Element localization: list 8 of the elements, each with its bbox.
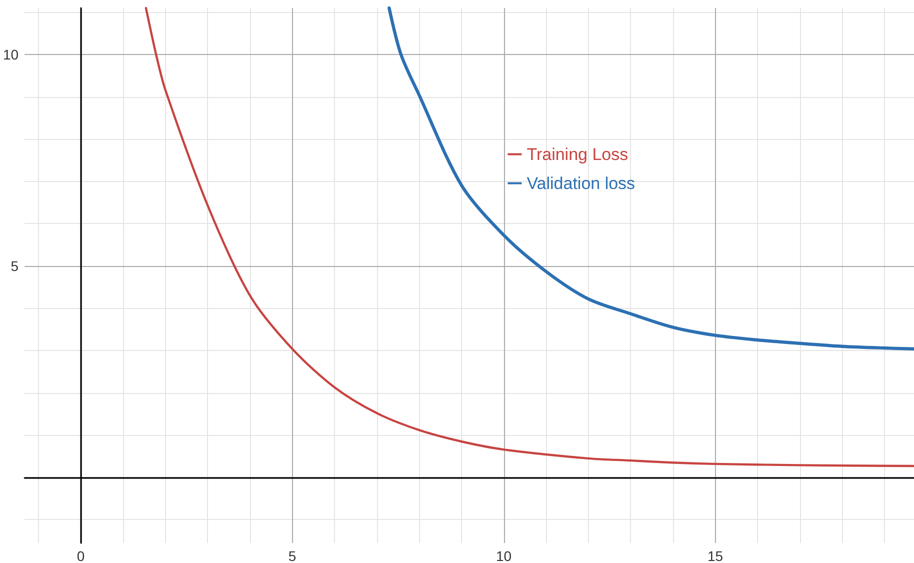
x-tick-label: 5 xyxy=(288,548,296,563)
x-tick-label: 0 xyxy=(76,548,85,563)
line-series xyxy=(388,6,914,350)
line-series xyxy=(144,6,914,468)
x-tick-label: 15 xyxy=(707,548,724,563)
x-tick-label: 10 xyxy=(496,548,512,563)
legend-label: Validation loss xyxy=(526,174,636,193)
legend-label: Training Loss xyxy=(526,144,628,164)
